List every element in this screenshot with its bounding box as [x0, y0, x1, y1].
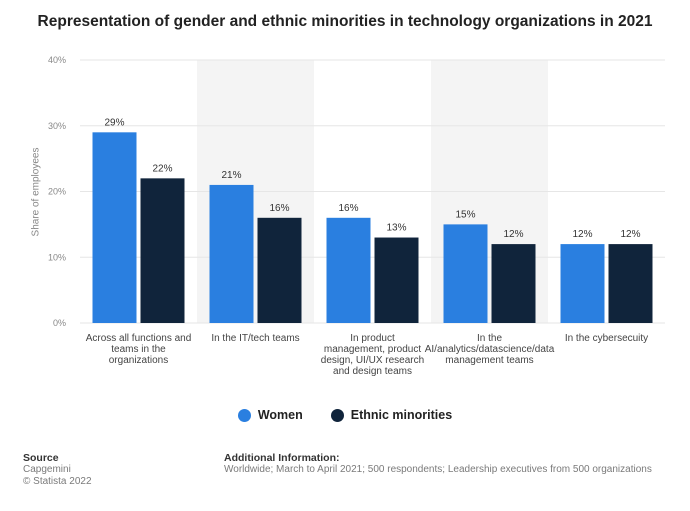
bar-ethnic-minorities[interactable]	[491, 244, 536, 323]
y-tick-label: 20%	[48, 187, 66, 197]
additional-info-heading[interactable]: Additional Information:	[224, 452, 340, 464]
data-label: 13%	[386, 223, 406, 234]
bar-women[interactable]	[443, 224, 488, 323]
x-tick-label: In the IT/tech teams	[211, 333, 299, 344]
data-label: 12%	[572, 229, 592, 240]
source-name[interactable]: Capgemini	[23, 464, 71, 475]
x-tick-label: management, product	[324, 344, 422, 355]
data-label: 12%	[503, 229, 523, 240]
data-label: 29%	[104, 117, 124, 128]
bar-ethnic-minorities[interactable]	[257, 217, 302, 323]
bar-women[interactable]	[92, 132, 137, 323]
x-tick-label: management teams	[445, 355, 533, 366]
bar-women[interactable]	[209, 184, 254, 323]
additional-info-text: Worldwide; March to April 2021; 500 resp…	[224, 464, 652, 475]
legend[interactable]: Women Ethnic minorities	[0, 408, 690, 422]
bar-women[interactable]	[560, 244, 605, 323]
y-tick-label: 10%	[48, 252, 66, 262]
data-label: 16%	[269, 203, 289, 214]
x-tick-label: teams in the	[111, 344, 166, 355]
source-block: Source Capgemini © Statista 2022	[23, 452, 92, 488]
x-tick-label: organizations	[109, 355, 168, 366]
copyright[interactable]: © Statista 2022	[23, 476, 92, 487]
x-tick-label: In the	[477, 333, 502, 344]
legend-label-ethnic-minorities: Ethnic minorities	[350, 408, 453, 422]
y-tick-label: 40%	[48, 55, 66, 65]
y-axis-label: Share of employees	[30, 147, 42, 237]
x-tick-label: In product	[350, 333, 395, 344]
source-heading: Source	[23, 452, 59, 464]
bar-chart: 0% 10% 20% 30% 40% 29% 21% 16% 15% 12% 22% 16% 13% 12…	[48, 55, 665, 377]
legend-item-ethnic-minorities[interactable]: Ethnic minorities	[330, 408, 453, 422]
x-tick-label: Across all functions and	[86, 333, 192, 344]
bar-ethnic-minorities[interactable]	[140, 178, 185, 323]
chart-title: Representation of gender and ethnic mino…	[37, 13, 653, 30]
y-tick-label: 30%	[48, 121, 66, 131]
x-tick-label: and design teams	[333, 366, 412, 377]
data-label: 22%	[152, 163, 172, 174]
y-tick-label: 0%	[53, 318, 66, 328]
data-label: 16%	[338, 203, 358, 214]
x-tick-label: AI/analytics/datascience/data	[425, 344, 555, 355]
bar-women[interactable]	[326, 217, 371, 323]
ethnic-minorities-swatch	[330, 408, 344, 422]
women-swatch	[237, 408, 251, 422]
additional-info-block: Additional Information: Worldwide; March…	[224, 452, 664, 476]
bar-ethnic-minorities[interactable]	[374, 237, 419, 323]
x-tick-label: In the cybersecuity	[565, 333, 648, 344]
legend-item-women[interactable]: Women	[237, 408, 303, 422]
bar-ethnic-minorities[interactable]	[608, 244, 653, 323]
x-tick-label: design, UI/UX research	[321, 355, 424, 366]
data-label: 15%	[455, 209, 475, 220]
legend-label-women: Women	[257, 408, 303, 422]
data-label: 21%	[221, 170, 241, 181]
data-label: 12%	[620, 229, 640, 240]
